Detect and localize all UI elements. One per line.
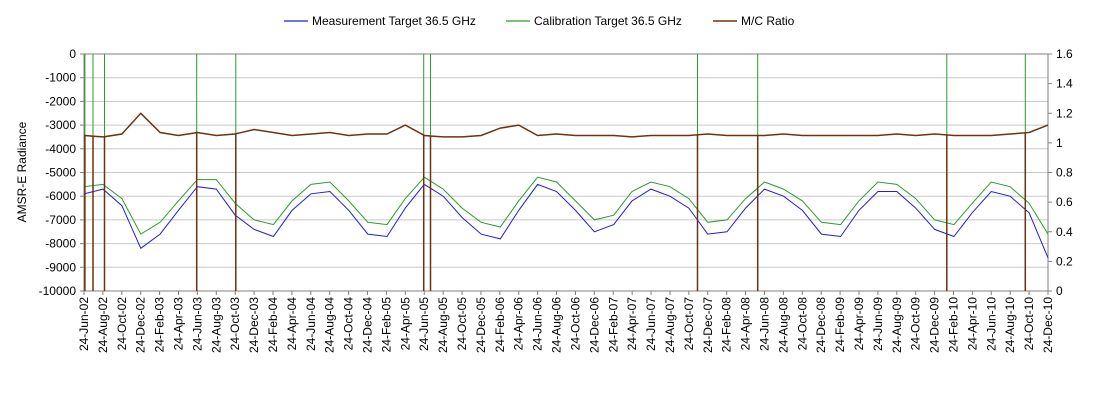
x-tick-label: 24-Aug-08 [776,297,790,353]
y-tick-label: 0 [69,47,76,61]
x-tick-label: 24-Oct-02 [115,297,129,351]
series-line-measurement-target-36-5-ghz [83,183,1049,291]
y-tick-label: -8000 [45,237,76,251]
x-tick-label: 24-Dec-02 [134,297,148,353]
x-tick-label: 24-Dec-05 [474,297,488,353]
y-tick-label: -1000 [45,71,76,85]
x-tick-label: 24-Apr-10 [965,297,979,351]
series-line-calibration-target-36-5-ghz [83,54,1049,235]
x-tick-label: 24-Aug-06 [550,297,564,353]
y2-tick-label: 1.4 [1056,77,1073,91]
legend: Measurement Target 36.5 GHz Calibration T… [284,14,795,28]
y-tick-label: -2000 [45,94,76,108]
x-tick-label: 24-Apr-07 [625,297,639,351]
x-tick-label: 24-Oct-09 [909,297,923,351]
x-tick-label: 24-Apr-03 [172,297,186,351]
x-tick-label: 24-Dec-03 [247,297,261,353]
legend-label: M/C Ratio [741,14,795,28]
x-tick-label: 24-Apr-09 [852,297,866,351]
x-tick-label: 24-Jun-03 [190,297,204,351]
y-axis-right: 1.6 1.4 1.2 1 0.8 0.6 0.4 0.2 0 [1048,47,1073,298]
x-tick-label: 24-Aug-03 [209,297,223,353]
series-line-m-c-ratio [84,112,1049,291]
y-tick-label: -10000 [39,284,77,298]
x-tick-label: 24-Dec-08 [814,297,828,353]
x-tick-label: 24-Jun-05 [417,297,431,351]
x-tick-label: 24-Apr-06 [512,297,526,351]
x-tick-label: 24-Feb-10 [947,297,961,353]
x-tick-label: 24-Aug-09 [890,297,904,353]
x-tick-label: 24-Oct-05 [455,297,469,351]
x-tick-label: 24-Oct-10 [1022,297,1036,351]
x-tick-label: 24-Oct-03 [228,297,242,351]
x-tick-label: 24-Dec-06 [587,297,601,353]
x-axis: 24-Jun-02 24-Aug-02 24-Oct-02 24-Dec-02 24-F… [77,291,1055,353]
legend-label: Measurement Target 36.5 GHz [312,14,476,28]
y-tick-label: -6000 [45,189,76,203]
x-tick-label: 24-Jun-06 [531,297,545,351]
x-tick-label: 24-Jun-02 [77,297,91,351]
x-tick-label: 24-Oct-06 [569,297,583,351]
y-tick-label: -3000 [45,118,76,132]
x-tick-label: 24-Feb-07 [606,297,620,353]
y2-tick-label: 0 [1056,284,1063,298]
y2-tick-label: 1.2 [1056,106,1073,120]
x-tick-label: 24-Dec-09 [928,297,942,353]
x-tick-label: 24-Oct-08 [795,297,809,351]
x-tick-label: 24-Feb-04 [266,297,280,353]
y-axis-title: AMSR-E Radiance [15,121,29,222]
x-tick-label: 24-Feb-03 [153,297,167,353]
x-tick-label: 24-Aug-05 [436,297,450,353]
y2-tick-label: 0.4 [1056,225,1073,239]
series-layer [83,54,1049,291]
y2-tick-label: 0.2 [1056,254,1073,268]
x-tick-label: 24-Feb-08 [720,297,734,353]
x-tick-label: 24-Jun-10 [984,297,998,351]
y2-tick-label: 0.8 [1056,166,1073,180]
x-tick-label: 24-Aug-10 [1003,297,1017,353]
x-tick-label: 24-Jun-08 [758,297,772,351]
x-tick-label: 24-Dec-04 [361,297,375,353]
x-tick-label: 24-Jun-09 [871,297,885,351]
y2-tick-label: 1.6 [1056,47,1073,61]
x-tick-label: 24-Aug-04 [323,297,337,353]
y-axis-left: 0 -1000 -2000 -3000 -4000 -5000 -6000 -7000 -800… [39,47,84,298]
x-tick-label: 24-Apr-04 [285,297,299,351]
y-tick-label: -5000 [45,166,76,180]
x-tick-label: 24-Dec-10 [1041,297,1055,353]
x-tick-label: 24-Oct-04 [342,297,356,351]
x-tick-label: 24-Jun-07 [644,297,658,351]
x-tick-label: 24-Aug-02 [96,297,110,353]
legend-label: Calibration Target 36.5 GHz [534,14,682,28]
x-tick-label: 24-Dec-07 [701,297,715,353]
x-tick-label: 24-Oct-07 [682,297,696,351]
y-tick-label: -4000 [45,142,76,156]
x-tick-label: 24-Feb-06 [493,297,507,353]
gridlines [84,53,1048,292]
y2-tick-label: 1 [1056,136,1063,150]
y2-tick-label: 0.6 [1056,195,1073,209]
x-tick-label: 24-Feb-05 [379,297,393,353]
y-tick-label: -7000 [45,213,76,227]
x-tick-label: 24-Apr-08 [739,297,753,351]
x-tick-label: 24-Feb-09 [833,297,847,353]
x-tick-label: 24-Apr-05 [398,297,412,351]
x-tick-label: 24-Jun-04 [304,297,318,351]
y-tick-label: -9000 [45,260,76,274]
x-tick-label: 24-Aug-07 [663,297,677,353]
